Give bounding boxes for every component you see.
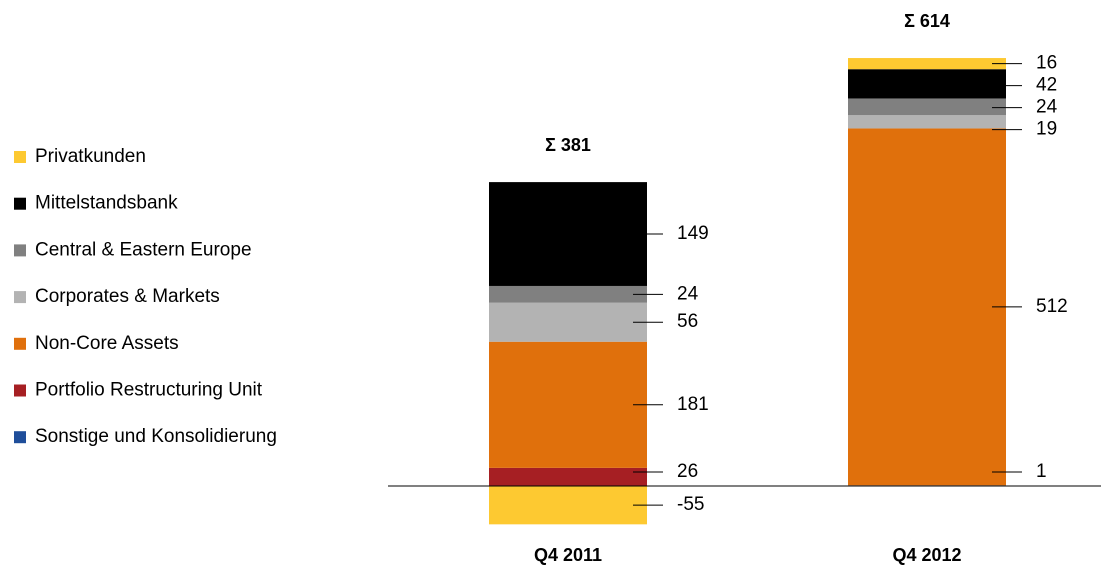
bar-segment <box>848 69 1006 99</box>
data-label: 16 <box>1036 53 1057 74</box>
bar-segment <box>848 98 1006 116</box>
legend-label: Central & Eastern Europe <box>35 239 252 260</box>
legend-label: Non-Core Assets <box>35 333 179 354</box>
legend-label: Portfolio Restructuring Unit <box>35 380 263 401</box>
legend-label: Privatkunden <box>35 146 146 167</box>
legend-label: Sonstige und Konsolidierung <box>35 426 277 447</box>
legend-label: Corporates & Markets <box>35 286 220 307</box>
data-label: 42 <box>1036 75 1057 96</box>
bar-segment <box>489 486 647 525</box>
data-label: 24 <box>677 283 699 304</box>
data-label: 24 <box>1036 97 1058 118</box>
bar-segment <box>848 115 1006 129</box>
total-label: Σ 381 <box>545 135 591 155</box>
legend-swatch <box>14 291 26 304</box>
data-label: 56 <box>677 311 698 332</box>
data-label: 1 <box>1036 461 1047 482</box>
bar-segment <box>489 341 647 468</box>
category-label: Q4 2011 <box>534 545 602 565</box>
data-label: 26 <box>677 461 698 482</box>
legend-label: Mittelstandsbank <box>35 193 178 214</box>
legend-swatch <box>14 197 26 210</box>
bar-segment <box>489 285 647 303</box>
data-label: 149 <box>677 223 709 244</box>
data-label: 181 <box>677 394 709 415</box>
data-label: 512 <box>1036 296 1068 317</box>
bar-segment <box>848 128 1006 486</box>
total-label: Σ 614 <box>904 11 950 31</box>
bar-segment <box>489 467 647 486</box>
legend-swatch <box>14 151 26 163</box>
legend-swatch <box>14 384 26 397</box>
data-label: 19 <box>1036 119 1057 140</box>
bar-segment <box>848 58 1006 70</box>
category-label: Q4 2012 <box>892 545 961 565</box>
bar-segment <box>489 302 647 342</box>
data-label: -55 <box>677 494 704 515</box>
bar-segment <box>489 182 647 286</box>
legend-swatch <box>14 244 26 257</box>
legend-swatch <box>14 337 26 350</box>
legend-swatch <box>14 431 26 444</box>
